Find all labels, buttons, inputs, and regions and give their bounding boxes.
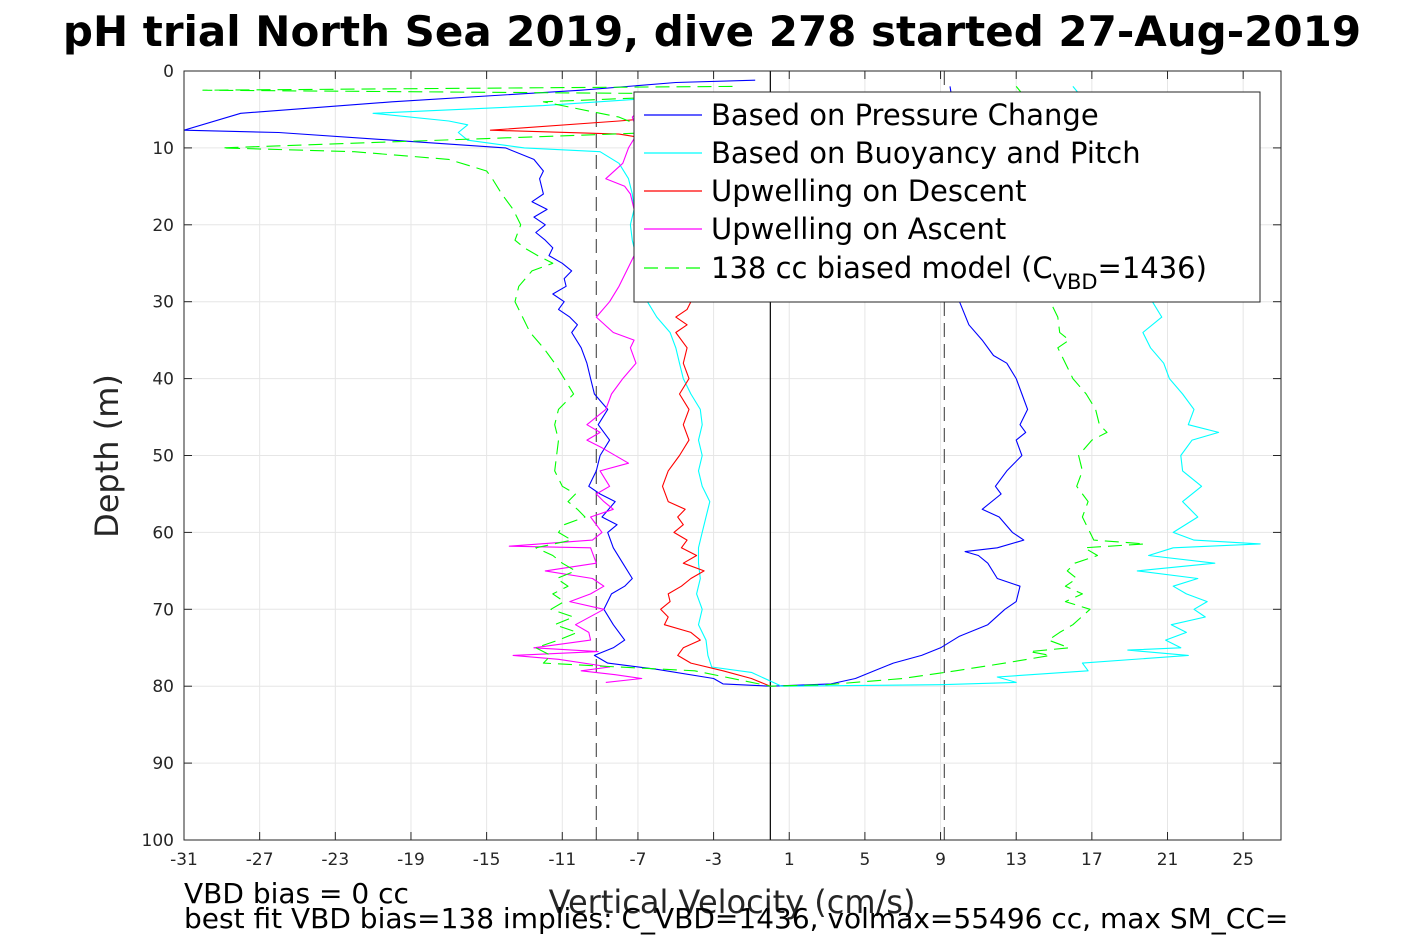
x-tick-label: -15 bbox=[473, 850, 501, 870]
x-tick-label: 21 bbox=[1157, 850, 1179, 870]
x-tick-label: 13 bbox=[1005, 850, 1027, 870]
footer-best-fit: best fit VBD bias=138 implies: C_VBD=143… bbox=[184, 902, 1288, 935]
legend: Based on Pressure Change Based on Buoyan… bbox=[633, 91, 1261, 303]
x-tick-label: -19 bbox=[397, 850, 425, 870]
series-line-1 bbox=[781, 86, 1261, 687]
y-tick-label: 40 bbox=[152, 370, 174, 390]
y-tick-label: 10 bbox=[152, 139, 174, 159]
x-tick-label: 1 bbox=[784, 850, 795, 870]
y-tick-label: 70 bbox=[152, 600, 174, 620]
x-tick-label: -31 bbox=[170, 850, 198, 870]
x-tick-label: -7 bbox=[629, 850, 646, 870]
series-line-4 bbox=[202, 85, 771, 687]
x-tick-label: -23 bbox=[321, 850, 349, 870]
y-axis: 0 10 20 30 40 50 60 70 80 90 100 bbox=[142, 62, 1281, 851]
legend-label-model-main: 138 cc biased model (C bbox=[711, 251, 1053, 285]
legend-label-model: 138 cc biased model (CVBD=1436) bbox=[711, 251, 1207, 294]
legend-label-model-end: =1436) bbox=[1098, 251, 1207, 285]
series-line-4 bbox=[770, 86, 1146, 687]
x-tick-label: 9 bbox=[935, 850, 946, 870]
x-tick-label: -3 bbox=[705, 850, 722, 870]
x-tick-label: 5 bbox=[859, 850, 870, 870]
y-tick-label: 50 bbox=[152, 447, 174, 467]
y-tick-label: 100 bbox=[142, 831, 174, 851]
y-tick-label: 0 bbox=[163, 62, 174, 82]
chart-title: pH trial North Sea 2019, dive 278 starte… bbox=[63, 7, 1361, 56]
y-tick-label: 80 bbox=[152, 677, 174, 697]
legend-label-descent: Upwelling on Descent bbox=[711, 174, 1027, 208]
series-line-0 bbox=[770, 86, 1029, 687]
x-axis-label: Vertical Velocity (cm/s) bbox=[549, 883, 916, 921]
x-tick-label: -11 bbox=[548, 850, 576, 870]
x-tick-label: 25 bbox=[1232, 850, 1254, 870]
y-tick-label: 20 bbox=[152, 216, 174, 236]
legend-box bbox=[633, 91, 1261, 303]
y-axis-label: Depth (m) bbox=[88, 374, 126, 538]
y-tick-label: 90 bbox=[152, 754, 174, 774]
legend-label-pressure: Based on Pressure Change bbox=[711, 98, 1099, 132]
y-tick-label: 60 bbox=[152, 523, 174, 543]
footer-vbd-bias: VBD bias = 0 cc bbox=[184, 877, 409, 910]
legend-label-buoyancy: Based on Buoyancy and Pitch bbox=[711, 136, 1141, 170]
x-tick-label: -27 bbox=[246, 850, 274, 870]
y-tick-label: 30 bbox=[152, 293, 174, 313]
x-tick-label: 17 bbox=[1081, 850, 1103, 870]
legend-label-model-sub: VBD bbox=[1053, 270, 1098, 294]
series-line-0 bbox=[184, 79, 771, 687]
legend-label-ascent: Upwelling on Ascent bbox=[711, 212, 1006, 246]
x-axis: -31 -27 -23 -19 -15 -11 -7 -3 1 5 9 13 17 21 25 bbox=[170, 71, 1254, 870]
series-line-1 bbox=[372, 93, 782, 687]
